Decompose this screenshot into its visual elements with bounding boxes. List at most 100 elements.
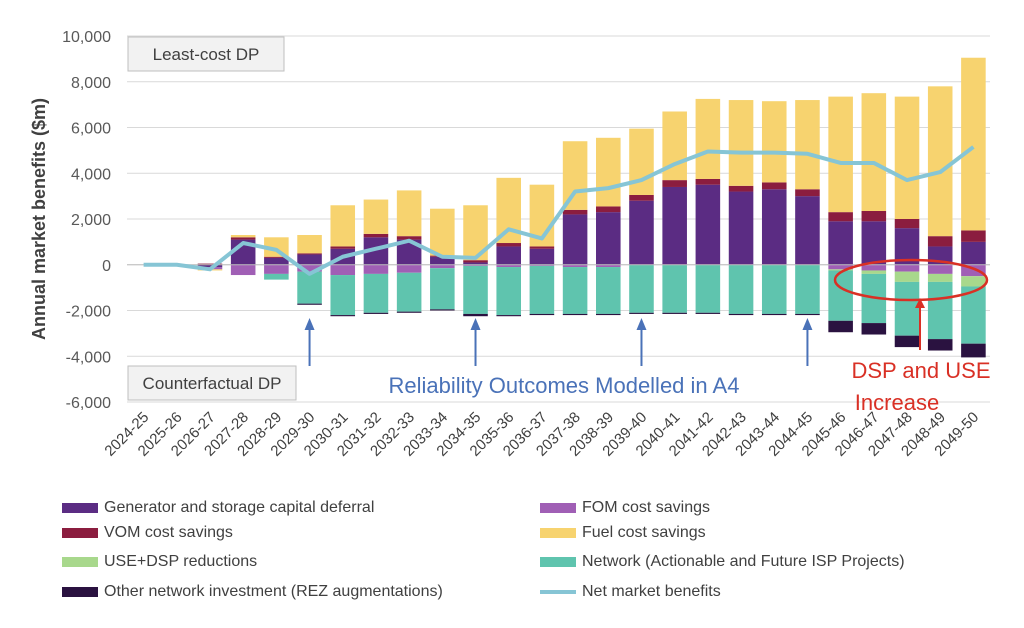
bar-segment — [894, 96, 920, 219]
bar-segment — [264, 256, 289, 258]
bar-segment — [961, 343, 986, 358]
bar-segment — [927, 86, 953, 237]
legend-item-network: Network (Actionable and Future ISP Proje… — [540, 550, 905, 574]
bar-segment — [795, 313, 820, 316]
reliability-arrow-head — [304, 318, 315, 330]
bar-segment — [496, 267, 521, 316]
bar-segment — [297, 235, 322, 254]
legend-item-fuel: Fuel cost savings — [540, 521, 706, 545]
bar-segment — [330, 246, 356, 249]
bar-segment — [197, 263, 223, 265]
bar-segment — [894, 264, 920, 272]
legend-item-net-benefits: Net market benefits — [540, 580, 721, 604]
bar-segment — [230, 237, 256, 240]
bar-segment — [629, 312, 654, 314]
bar-segment — [629, 264, 654, 313]
bar-segment — [629, 128, 654, 195]
bar-segment — [828, 269, 853, 271]
chart-legend: Generator and storage capital deferral F… — [62, 496, 1022, 616]
legend-swatch — [540, 557, 576, 567]
bar-segment — [562, 313, 588, 316]
y-tick-label: 2,000 — [71, 212, 111, 229]
bar-segment — [363, 233, 389, 238]
bar-segment — [961, 264, 986, 277]
bar-segment — [662, 180, 687, 187]
bar-segment — [629, 200, 654, 265]
bar-segment — [894, 281, 920, 336]
bar-segment — [861, 210, 887, 222]
bar-segment — [894, 228, 920, 265]
legend-item-rez: Other network investment (REZ augmentati… — [62, 580, 443, 604]
bar-segment — [430, 256, 455, 265]
dsp-label-line2: Increase — [855, 390, 939, 415]
legend-label: Network (Actionable and Future ISP Proje… — [582, 553, 905, 570]
bar-segment — [396, 236, 422, 240]
bar-segment — [496, 315, 521, 317]
bar-segment — [728, 100, 754, 186]
bar-segment — [562, 264, 588, 268]
bar-segment — [396, 272, 422, 312]
bar-segment — [463, 260, 488, 263]
bar-segment — [761, 264, 787, 314]
bar-segment — [961, 286, 986, 344]
bar-segment — [894, 335, 920, 348]
reliability-label: Reliability Outcomes Modelled in A4 — [389, 373, 740, 398]
bar-segment — [396, 264, 422, 273]
bar-segment — [728, 264, 754, 314]
bar-segment — [396, 311, 422, 313]
bar-segment — [662, 312, 687, 314]
y-tick-label: 4,000 — [71, 166, 111, 183]
bar-segment — [562, 267, 588, 314]
bar-segment — [230, 235, 256, 238]
legend-swatch — [540, 528, 576, 538]
legend-swatch-line — [540, 590, 576, 594]
bar-segment — [894, 219, 920, 229]
bar-segment — [197, 264, 223, 268]
legend-swatch — [62, 528, 98, 538]
bar-segment — [430, 309, 455, 311]
bar-segment — [496, 264, 521, 268]
y-tick-label: -4,000 — [66, 349, 111, 366]
legend-label: Other network investment (REZ augmentati… — [104, 583, 443, 600]
bar-segment — [330, 275, 356, 316]
bar-segment — [264, 264, 289, 274]
legend-swatch — [62, 557, 98, 567]
bar-segment — [761, 101, 787, 183]
bar-segment — [297, 253, 322, 255]
bar-segment — [529, 264, 555, 266]
y-axis-title: Annual market benefits ($m) — [29, 98, 49, 340]
bar-segment — [463, 262, 488, 265]
bar-segment — [927, 273, 953, 282]
bar-segment — [529, 265, 555, 314]
bar-segment — [728, 313, 754, 316]
y-tick-label: -2,000 — [66, 304, 111, 321]
bar-segment — [828, 320, 853, 333]
bar-segment — [927, 264, 953, 274]
net-benefits-line — [143, 145, 975, 276]
bar-segment — [562, 214, 588, 265]
bar-segment — [828, 264, 853, 270]
bar-segment — [728, 185, 754, 192]
bar-segment — [761, 313, 787, 316]
bar-segment — [927, 339, 953, 351]
bar-segment — [562, 209, 588, 215]
bar-segment — [363, 264, 389, 274]
bar-segment — [596, 206, 621, 213]
bar-segment — [596, 313, 621, 316]
counterfactual-dp-label: Counterfactual DP — [143, 374, 282, 393]
bar-segment — [496, 246, 521, 265]
legend-item-vom: VOM cost savings — [62, 521, 233, 545]
market-benefits-chart: -6,000 -4,000 -2,000 0 2,000 4,000 6,000 8,000 1… — [29, 29, 991, 460]
bar-segment — [529, 313, 555, 316]
bar-segment — [330, 205, 356, 247]
bar-segment — [927, 281, 953, 340]
bar-segment — [264, 273, 289, 280]
bar-segment — [330, 315, 356, 317]
bar-segment — [430, 264, 455, 269]
legend-swatch — [62, 587, 98, 597]
bar-segment — [761, 189, 787, 265]
bar-segment — [861, 323, 887, 335]
bar-segment — [596, 264, 621, 268]
bar-segment — [562, 141, 588, 210]
bar-segment — [761, 182, 787, 190]
